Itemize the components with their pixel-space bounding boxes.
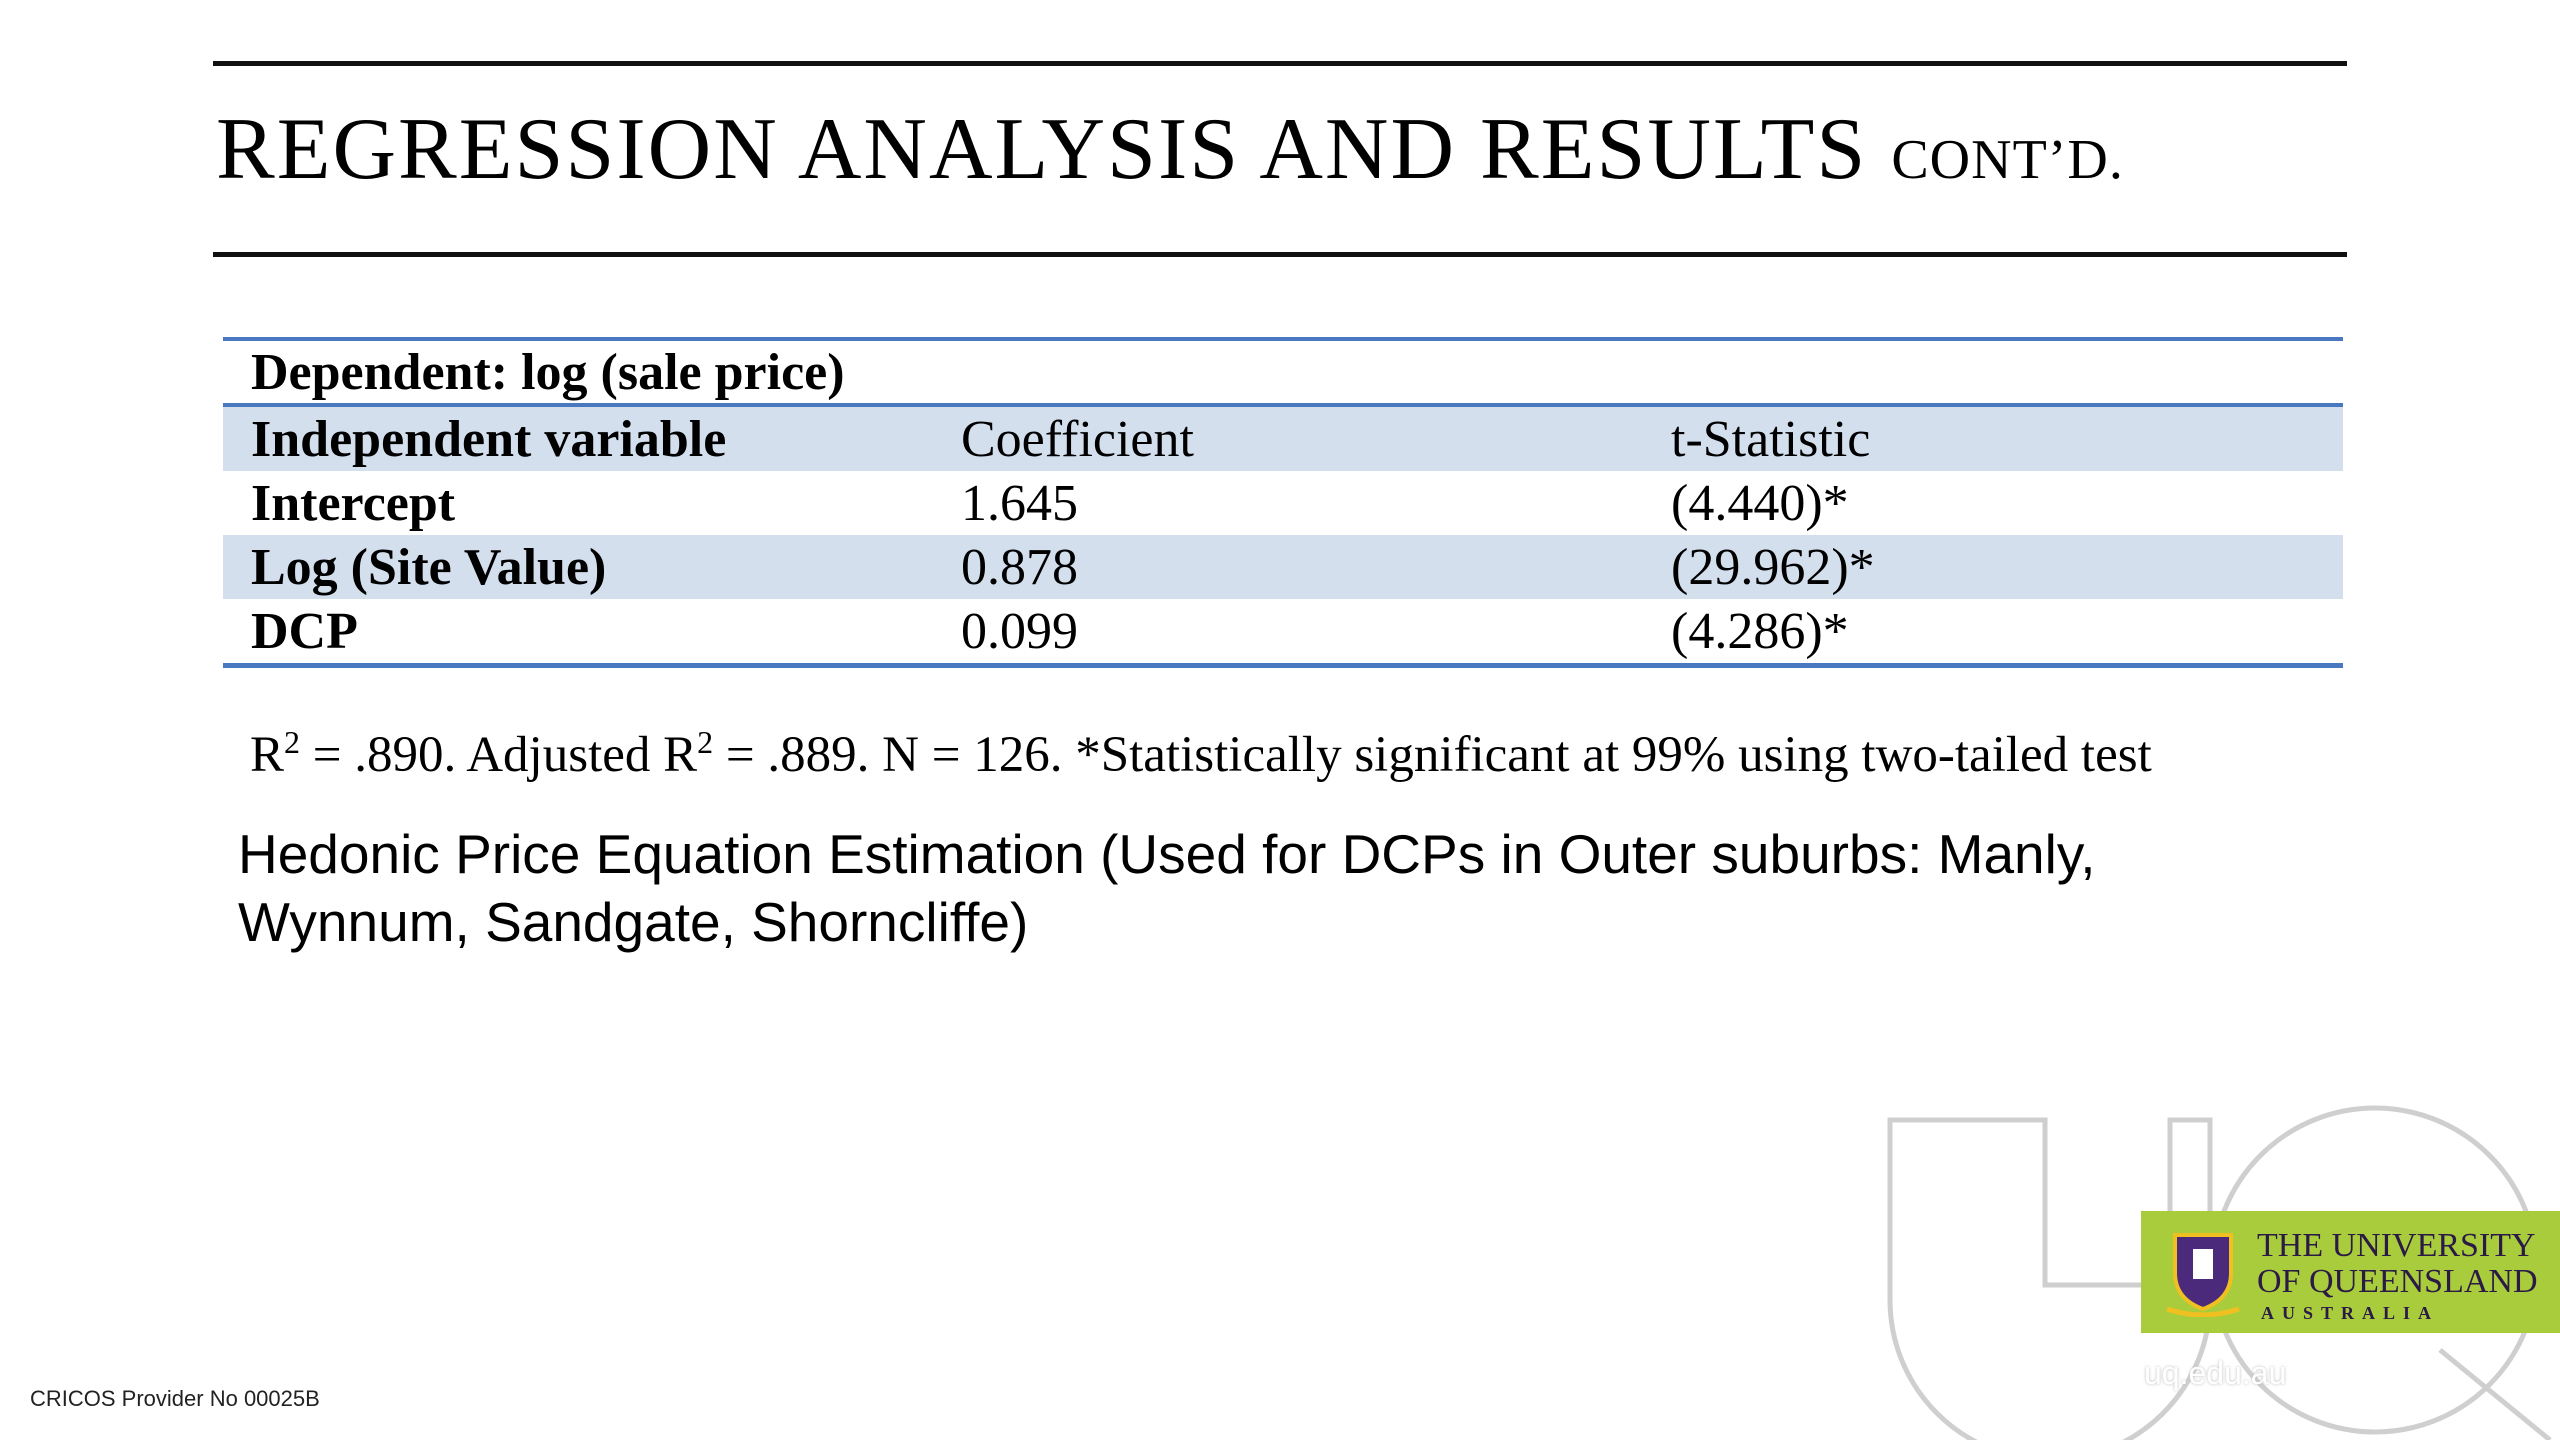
university-name-line1: THE UNIVERSITY: [2257, 1227, 2536, 1264]
dependent-label: Dependent: log (sale price): [223, 337, 2343, 405]
uq-logo: THE UNIVERSITY OF QUEENSLAND AUSTRALIA: [2141, 1211, 2560, 1333]
slide-title: REGRESSION ANALYSIS AND RESULTS CONT’D.: [216, 106, 2124, 194]
row-t-statistic: (4.440)*: [1671, 474, 1849, 532]
row-coefficient: 1.645: [961, 474, 1078, 532]
note-rest: = .889. N = 126. *Statistically signific…: [713, 727, 2152, 783]
header-variable: Independent variable: [223, 403, 933, 471]
row-variable: Intercept: [251, 474, 456, 532]
adj-r-squared-sup: 2: [697, 724, 714, 760]
row-coefficient: 0.878: [933, 535, 1643, 599]
crest-icon: [2166, 1233, 2240, 1317]
cricos-footer: CRICOS Provider No 00025B: [30, 1386, 320, 1411]
table-header-row: Independent variable Coefficient t-Stati…: [223, 403, 2343, 471]
header-coefficient: Coefficient: [933, 403, 1643, 471]
dependent-row: Dependent: log (sale price): [223, 337, 2343, 405]
row-variable: DCP: [223, 599, 933, 668]
title-underline: [213, 252, 2347, 257]
website-link[interactable]: uq.edu.au: [2144, 1355, 2287, 1391]
r-label: R: [250, 727, 285, 783]
row-variable: Log (Site Value): [223, 535, 933, 599]
row-t-statistic: (4.286)*: [1643, 599, 2343, 668]
university-name-line2: OF QUEENSLAND: [2257, 1263, 2538, 1300]
table-row: Log (Site Value) 0.878 (29.962)*: [223, 535, 2343, 599]
table-row: Intercept 1.645 (4.440)*: [223, 471, 2343, 535]
table-row: DCP 0.099 (4.286)*: [223, 599, 2343, 668]
r2-value: = .890. Adjusted R: [300, 727, 698, 783]
top-rule: [213, 61, 2347, 66]
row-coefficient: 0.099: [933, 599, 1643, 668]
header-t-statistic: t-Statistic: [1643, 403, 2343, 471]
university-country: AUSTRALIA: [2261, 1303, 2440, 1323]
title-main: REGRESSION ANALYSIS AND RESULTS: [216, 101, 1868, 198]
slide-caption: Hedonic Price Equation Estimation (Used …: [238, 823, 2096, 953]
statistics-note: R2 = .890. Adjusted R2 = .889. N = 126. …: [250, 724, 2152, 784]
row-t-statistic: (29.962)*: [1643, 535, 2343, 599]
regression-table: Dependent: log (sale price) Independent …: [223, 337, 2343, 668]
r-squared-sup: 2: [284, 724, 301, 760]
title-suffix: CONT’D.: [1891, 129, 2124, 191]
